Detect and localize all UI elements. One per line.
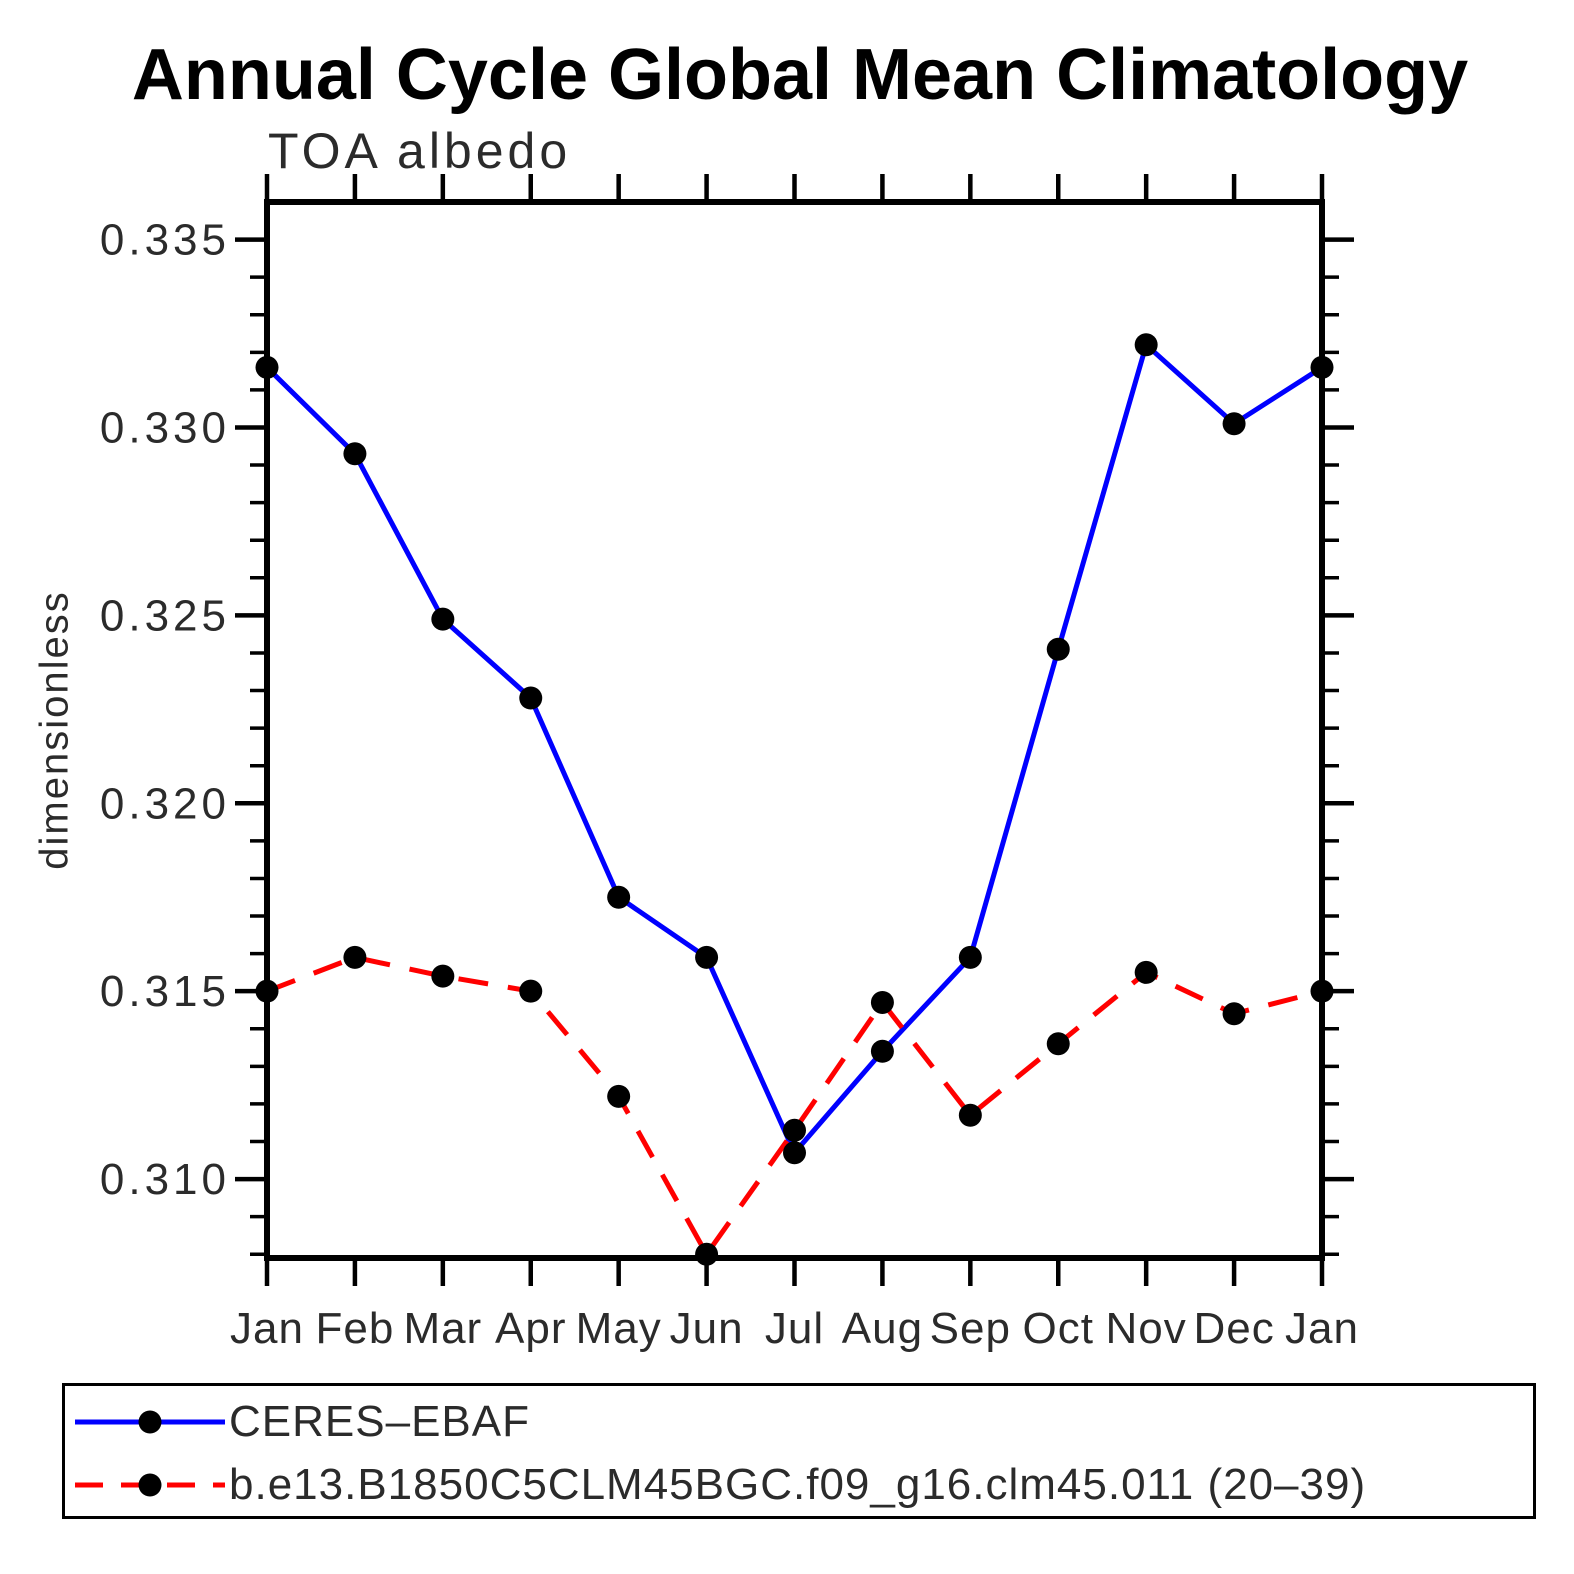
- x-tick-label: Jun: [670, 1304, 744, 1353]
- legend-item-model: b.e13.B1850C5CLM45BGC.f09_g16.clm45.011 …: [69, 1460, 1366, 1509]
- data-point-0: [1222, 412, 1246, 436]
- data-point-0: [1310, 355, 1334, 379]
- legend-line-sample-dashed: [75, 1473, 225, 1497]
- legend-marker-dot: [138, 1410, 162, 1434]
- y-tick-label: 0.315: [100, 967, 230, 1016]
- legend-label-obs: CERES–EBAF: [229, 1397, 530, 1446]
- data-point-1: [255, 979, 279, 1003]
- y-tick-label: 0.325: [100, 591, 230, 640]
- x-tick-label: Nov: [1106, 1304, 1187, 1353]
- data-point-0: [870, 1039, 894, 1063]
- x-tick-label: Oct: [1023, 1304, 1094, 1353]
- series-line-1: [266, 954, 1323, 1257]
- data-point-1: [958, 1103, 982, 1127]
- data-point-0: [519, 686, 543, 710]
- data-point-0: [255, 355, 279, 379]
- x-tick-label: Mar: [403, 1304, 482, 1353]
- data-point-1: [1046, 1032, 1070, 1056]
- data-point-1: [1310, 979, 1334, 1003]
- x-tick-label: Jul: [765, 1304, 824, 1353]
- data-point-0: [343, 442, 367, 466]
- data-point-0: [1134, 333, 1158, 357]
- x-tick-label: Feb: [316, 1304, 395, 1353]
- legend-item-obs: CERES–EBAF: [69, 1397, 530, 1446]
- x-tick-label: Dec: [1193, 1304, 1274, 1353]
- data-point-1: [695, 1242, 719, 1266]
- legend-marker-dot: [138, 1473, 162, 1497]
- data-point-1: [1134, 960, 1158, 984]
- data-point-0: [695, 945, 719, 969]
- y-tick-label: 0.320: [100, 779, 230, 828]
- data-point-0: [783, 1141, 806, 1165]
- y-tick-label: 0.330: [100, 403, 230, 452]
- data-point-0: [958, 945, 982, 969]
- data-point-0: [607, 885, 631, 909]
- x-tick-label: Apr: [495, 1304, 566, 1353]
- x-tick-label: Jan: [1285, 1304, 1359, 1353]
- series-line-0: [265, 342, 1324, 1156]
- data-point-1: [519, 979, 543, 1003]
- data-point-0: [431, 607, 455, 631]
- x-tick-label: Sep: [930, 1304, 1011, 1353]
- legend-line-sample-solid: [75, 1410, 225, 1434]
- legend-box: CERES–EBAF b.e13.B1850C5CLM45BGC.f09_g16…: [62, 1383, 1536, 1519]
- data-point-0: [1046, 637, 1070, 661]
- data-point-1: [431, 964, 455, 988]
- legend-label-model: b.e13.B1850C5CLM45BGC.f09_g16.clm45.011 …: [229, 1460, 1367, 1509]
- chart-subtitle: TOA albedo: [268, 123, 572, 179]
- data-point-1: [783, 1118, 806, 1142]
- x-tick-label: Aug: [842, 1304, 923, 1353]
- y-tick-label: 0.310: [100, 1155, 230, 1204]
- data-point-1: [607, 1084, 631, 1108]
- data-point-1: [343, 945, 367, 969]
- data-point-1: [1222, 1002, 1246, 1026]
- y-tick-label: 0.335: [100, 216, 230, 265]
- chart-title: Annual Cycle Global Mean Climatology: [131, 35, 1469, 115]
- x-tick-label: May: [576, 1304, 662, 1353]
- x-tick-label: Jan: [230, 1304, 304, 1353]
- data-point-1: [870, 990, 894, 1014]
